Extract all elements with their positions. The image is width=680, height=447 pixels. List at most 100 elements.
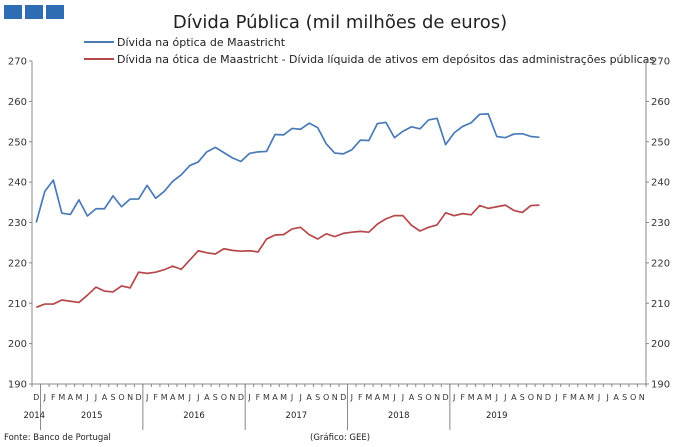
month-label: M <box>485 393 492 402</box>
month-label: S <box>315 393 320 402</box>
y-tick-label-left: 270 <box>8 57 27 68</box>
y-tick-label-right: 230 <box>651 218 670 229</box>
month-label: J <box>452 393 455 402</box>
axes <box>29 60 649 430</box>
month-label: A <box>306 393 312 402</box>
month-label: A <box>170 393 176 402</box>
month-label: J <box>196 393 199 402</box>
month-label: A <box>102 393 108 402</box>
month-label: N <box>127 393 133 402</box>
month-label: F <box>460 393 465 402</box>
month-label: D <box>238 393 244 402</box>
chart-title: Dívida Pública (mil milhões de euros) <box>173 12 507 33</box>
y-tick-label-right: 260 <box>651 97 670 108</box>
month-label: A <box>272 393 278 402</box>
y-tick-label-left: 230 <box>8 218 27 229</box>
y-tick-label-right: 240 <box>651 178 670 189</box>
month-label: A <box>511 393 517 402</box>
series-line-net-debt <box>35 204 540 309</box>
month-label: J <box>43 393 46 402</box>
chart-credit: (Gráfico: GEE) <box>310 433 370 443</box>
y-tick-label-right: 250 <box>651 137 670 148</box>
month-label: M <box>263 393 270 402</box>
month-label: M <box>280 393 287 402</box>
y-tick-label-left: 240 <box>8 178 27 189</box>
legend: Dívida na óptica de Maastricht Dívida na… <box>84 36 655 66</box>
month-label: J <box>495 393 498 402</box>
month-label: D <box>545 393 551 402</box>
month-label: F <box>358 393 363 402</box>
month-label: N <box>639 393 645 402</box>
month-label: S <box>417 393 422 402</box>
month-label: M <box>382 393 389 402</box>
month-label: S <box>110 393 115 402</box>
month-label: O <box>528 393 534 402</box>
month-label: D <box>340 393 346 402</box>
month-label: J <box>85 393 88 402</box>
source-note: Fonte: Banco de Portugal <box>4 433 111 443</box>
month-label: M <box>570 393 577 402</box>
month-label: J <box>401 393 404 402</box>
y-tick-label-left: 260 <box>8 97 27 108</box>
month-label: O <box>425 393 431 402</box>
year-label-2018: 2018 <box>388 411 410 421</box>
month-label: F <box>51 393 56 402</box>
brand-square-1 <box>4 5 22 19</box>
month-label: S <box>622 393 627 402</box>
month-label: M <box>75 393 82 402</box>
month-label: J <box>554 393 557 402</box>
month-label: J <box>503 393 506 402</box>
year-label-2017: 2017 <box>286 411 308 421</box>
month-label: O <box>221 393 227 402</box>
month-label: J <box>392 393 395 402</box>
y-tick-label-right: 210 <box>651 299 670 310</box>
month-label: D <box>136 393 142 402</box>
y-tick-label-left: 200 <box>8 339 27 350</box>
month-label: A <box>68 393 74 402</box>
month-label: O <box>118 393 124 402</box>
month-label: J <box>94 393 97 402</box>
y-tick-label-right: 190 <box>651 380 670 391</box>
y-tick-label-right: 270 <box>651 57 670 68</box>
y-tick-label-left: 210 <box>8 299 27 310</box>
month-label: M <box>365 393 372 402</box>
year-label-2019: 2019 <box>486 411 508 421</box>
month-label: S <box>520 393 525 402</box>
tick-labels: 190 190 200 200 210 210 220 220 230 230 240 240 250 2… <box>8 57 670 391</box>
year-label-2015: 2015 <box>81 411 103 421</box>
month-label: A <box>613 393 619 402</box>
series-line-maastricht <box>35 113 540 223</box>
month-label: O <box>630 393 636 402</box>
brand-square-3 <box>46 5 64 19</box>
month-label: M <box>468 393 475 402</box>
brand-squares <box>4 5 64 19</box>
month-label: M <box>161 393 168 402</box>
legend-label-net-debt: Dívida na ótica de Maastricht - Dívida l… <box>117 53 655 66</box>
month-label: F <box>153 393 158 402</box>
y-tick-label-right: 200 <box>651 339 670 350</box>
month-label: J <box>597 393 600 402</box>
month-label: J <box>145 393 148 402</box>
month-label: F <box>563 393 568 402</box>
month-label: J <box>350 393 353 402</box>
month-label: N <box>434 393 440 402</box>
year-label-2016: 2016 <box>183 411 205 421</box>
month-label: M <box>587 393 594 402</box>
y-tick-label-right: 220 <box>651 258 670 269</box>
y-tick-label-left: 190 <box>8 380 27 391</box>
month-label: J <box>188 393 191 402</box>
month-label: N <box>536 393 542 402</box>
month-label: A <box>477 393 483 402</box>
y-tick-label-left: 250 <box>8 137 27 148</box>
brand-square-2 <box>25 5 43 19</box>
month-label: J <box>247 393 250 402</box>
month-label: J <box>298 393 301 402</box>
y-tick-label-left: 220 <box>8 258 27 269</box>
month-label: M <box>58 393 65 402</box>
month-label: O <box>323 393 329 402</box>
month-label: J <box>605 393 608 402</box>
month-label: S <box>213 393 218 402</box>
month-label: N <box>229 393 235 402</box>
